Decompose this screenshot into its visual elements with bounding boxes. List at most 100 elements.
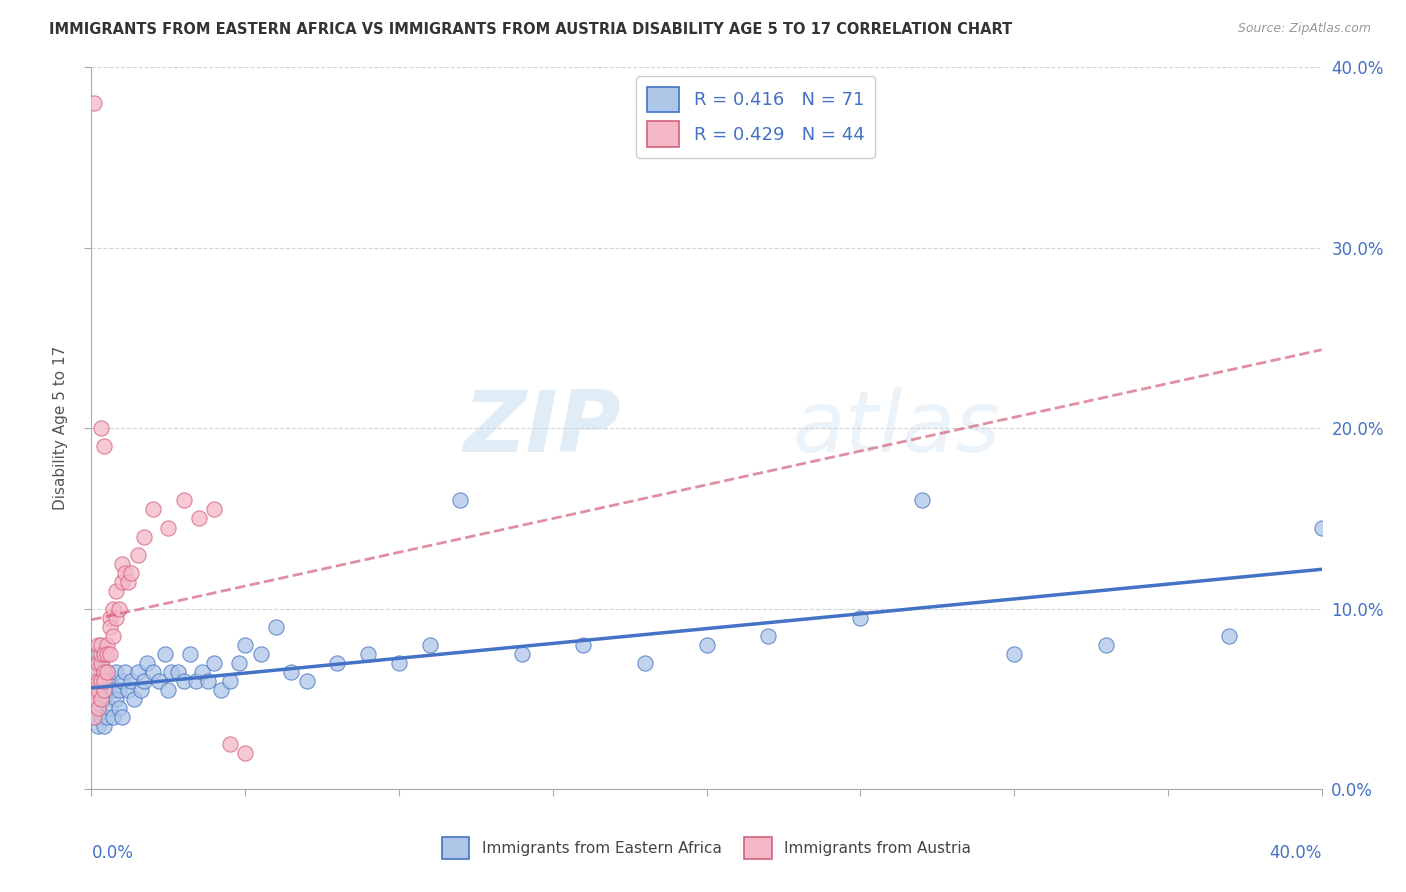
Point xyxy=(157,683,180,698)
Point xyxy=(101,710,124,724)
Point xyxy=(142,502,165,516)
Point xyxy=(218,737,240,751)
Text: 0.0%: 0.0% xyxy=(91,844,134,862)
Point xyxy=(295,674,318,689)
Point xyxy=(90,674,112,689)
Text: atlas: atlas xyxy=(793,386,1001,470)
Point xyxy=(233,638,256,652)
Point xyxy=(142,665,165,679)
Point xyxy=(218,674,240,689)
Y-axis label: Disability Age 5 to 17: Disability Age 5 to 17 xyxy=(53,346,69,510)
Point xyxy=(83,665,105,679)
Point xyxy=(105,692,127,706)
Point xyxy=(98,647,121,661)
Point xyxy=(83,692,105,706)
Point xyxy=(108,701,131,715)
Point xyxy=(86,719,108,733)
Point xyxy=(86,674,108,689)
Point xyxy=(96,665,118,679)
Point xyxy=(132,674,155,689)
Point xyxy=(83,683,105,698)
Point xyxy=(173,493,195,508)
Point xyxy=(101,683,124,698)
Point xyxy=(114,566,136,580)
Point xyxy=(93,692,115,706)
Point xyxy=(135,656,157,670)
Point xyxy=(228,656,250,670)
Point xyxy=(449,493,471,508)
Point xyxy=(197,674,219,689)
Point xyxy=(86,701,108,715)
Point xyxy=(1310,520,1333,534)
Point xyxy=(111,674,134,689)
Point xyxy=(101,629,124,643)
Point xyxy=(756,629,779,643)
Point xyxy=(388,656,411,670)
Point xyxy=(124,692,146,706)
Point xyxy=(264,620,287,634)
Point xyxy=(86,701,108,715)
Point xyxy=(117,683,139,698)
Point xyxy=(108,602,131,616)
Point xyxy=(86,638,108,652)
Point xyxy=(86,647,108,661)
Point xyxy=(86,683,108,698)
Point xyxy=(132,530,155,544)
Point xyxy=(326,656,349,670)
Point xyxy=(83,96,105,111)
Point xyxy=(96,665,118,679)
Point xyxy=(120,674,142,689)
Point xyxy=(83,665,105,679)
Point xyxy=(83,674,105,689)
Point xyxy=(86,674,108,689)
Point xyxy=(83,710,105,724)
Point xyxy=(191,665,214,679)
Point xyxy=(634,656,657,670)
Point xyxy=(202,656,225,670)
Point xyxy=(166,665,188,679)
Point xyxy=(153,647,177,661)
Point xyxy=(83,710,105,724)
Point xyxy=(90,710,112,724)
Text: ZIP: ZIP xyxy=(463,386,620,470)
Point xyxy=(280,665,302,679)
Point xyxy=(114,665,136,679)
Point xyxy=(173,674,195,689)
Point xyxy=(117,574,139,589)
Point xyxy=(98,701,121,715)
Point xyxy=(96,683,118,698)
Point xyxy=(90,656,112,670)
Text: Source: ZipAtlas.com: Source: ZipAtlas.com xyxy=(1237,22,1371,36)
Point xyxy=(148,674,170,689)
Point xyxy=(696,638,718,652)
Point xyxy=(98,674,121,689)
Point xyxy=(357,647,380,661)
Point xyxy=(98,611,121,625)
Point xyxy=(90,692,112,706)
Point xyxy=(90,421,112,435)
Point xyxy=(911,493,934,508)
Point xyxy=(93,719,115,733)
Point xyxy=(249,647,271,661)
Point xyxy=(202,502,225,516)
Point xyxy=(96,710,118,724)
Text: 40.0%: 40.0% xyxy=(1270,844,1322,862)
Point xyxy=(90,656,112,670)
Point xyxy=(111,574,134,589)
Point xyxy=(93,439,115,453)
Point xyxy=(120,566,142,580)
Point xyxy=(179,647,201,661)
Point xyxy=(96,647,118,661)
Point xyxy=(105,665,127,679)
Text: IMMIGRANTS FROM EASTERN AFRICA VS IMMIGRANTS FROM AUSTRIA DISABILITY AGE 5 TO 17: IMMIGRANTS FROM EASTERN AFRICA VS IMMIGR… xyxy=(49,22,1012,37)
Point xyxy=(105,611,127,625)
Legend: Immigrants from Eastern Africa, Immigrants from Austria: Immigrants from Eastern Africa, Immigran… xyxy=(436,831,977,865)
Point xyxy=(188,511,211,525)
Point xyxy=(93,674,115,689)
Point xyxy=(209,683,232,698)
Point xyxy=(90,647,112,661)
Point xyxy=(849,611,872,625)
Point xyxy=(90,674,112,689)
Point xyxy=(93,683,115,698)
Point xyxy=(160,665,183,679)
